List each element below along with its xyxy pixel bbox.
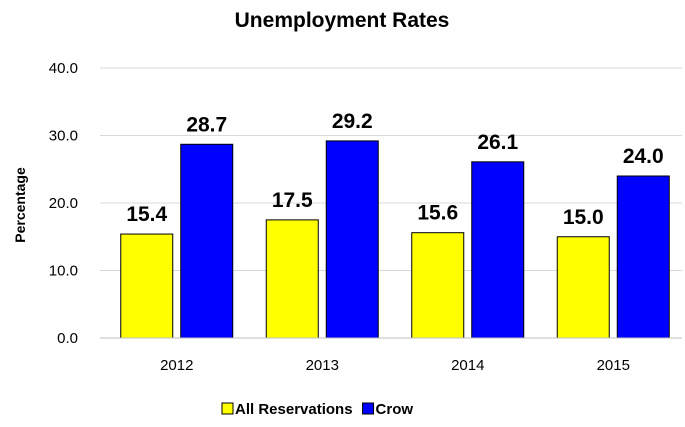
data-label: 17.5 [272,189,313,212]
legend-item[interactable]: All Reservations [221,401,353,418]
y-tick-label: 10.0 [49,263,78,280]
y-axis-ticks: 0.0 10.0 20.0 30.0 40.0 [49,60,78,347]
data-label: 26.1 [477,131,518,154]
x-category-label: 2013 [306,357,339,374]
data-label: 28.7 [186,113,227,136]
y-tick-label: 30.0 [49,128,78,145]
bar-all-reservations-2012 [120,233,174,339]
legend-swatch [362,402,375,415]
data-label: 15.4 [126,203,167,226]
x-category-label: 2014 [451,357,484,374]
bar-all-reservations-2015 [556,236,610,339]
y-axis-title: Percentage [12,167,28,243]
data-label: 15.0 [563,206,604,229]
data-label: 24.0 [623,145,664,168]
legend-label: Crow [376,401,414,418]
y-tick-label: 0.0 [57,330,78,347]
bar-crow-2012 [180,143,234,339]
x-category-label: 2015 [597,357,630,374]
bar-all-reservations-2013 [265,219,319,339]
data-label: 29.2 [332,110,373,133]
legend-swatch [221,402,234,415]
data-label: 15.6 [417,202,458,225]
bar-crow-2015 [616,175,670,339]
x-axis-categories: 2012 2013 2014 2015 [160,357,630,374]
legend[interactable]: All Reservations Crow [221,401,414,418]
bars [120,140,670,339]
y-tick-label: 20.0 [49,195,78,212]
data-labels: 15.4 28.7 17.5 29.2 15.6 26.1 15.0 24.0 [126,110,663,229]
y-tick-label: 40.0 [49,60,78,77]
chart-title: Unemployment Rates [235,9,450,32]
bar-crow-2013 [325,140,379,339]
legend-label: All Reservations [235,401,353,418]
legend-item[interactable]: Crow [362,401,414,418]
x-category-label: 2012 [160,357,193,374]
bar-crow-2014 [471,161,525,339]
bar-all-reservations-2014 [411,232,465,339]
